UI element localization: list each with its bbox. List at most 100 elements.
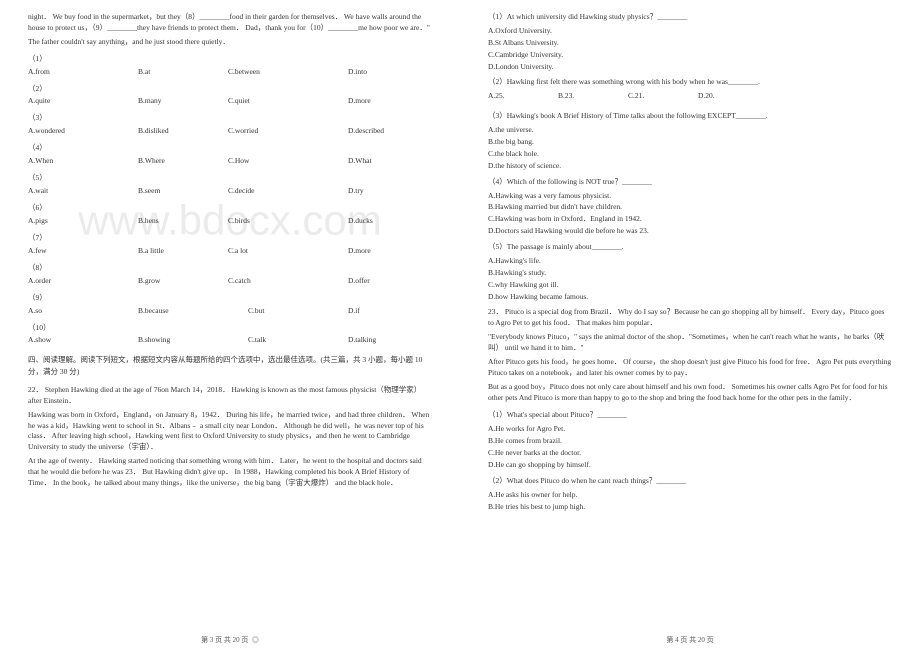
option: D.ducks <box>348 216 373 227</box>
q23-2-opts: A.He asks his owner for help.B.He tries … <box>488 490 892 513</box>
option: A.25. <box>488 91 505 102</box>
option: B.a little <box>138 246 164 257</box>
passage-22: 22． Stephen Hawking died at the age of 7… <box>28 385 432 407</box>
passage-23-p4: But as a good boy，Pituco does not only c… <box>488 382 892 404</box>
option: A.He works for Agro Pet. <box>488 424 892 435</box>
option: D.Doctors said Hawking would die before … <box>488 226 892 237</box>
option: B.grow <box>138 276 160 287</box>
cloze-q-opts: A.quiteB.manyC.quietD.more <box>28 96 432 107</box>
option: A.so <box>28 306 42 317</box>
cloze-q-opts: A.pigs B.hens C.birds D.ducks <box>28 216 432 227</box>
page-left: www.bdocx.com night． We buy food in the … <box>0 0 460 651</box>
option: A.order <box>28 276 51 287</box>
option: C.between <box>228 67 260 78</box>
q22-2-opts: A.25. B.23. C.21. D.20. <box>488 91 892 102</box>
option: A.few <box>28 246 47 257</box>
q23-1: （1）What's special about Pituco？________ <box>488 410 892 421</box>
option: B.showing <box>138 335 170 346</box>
option: D.London University. <box>488 62 892 73</box>
option: B.the big bang. <box>488 137 892 148</box>
option: A.wait <box>28 186 48 197</box>
page-right: （1）At which university did Hawking study… <box>460 0 920 651</box>
option: A.show <box>28 335 51 346</box>
q22-1: （1）At which university did Hawking study… <box>488 12 892 23</box>
cloze-q-num: （3） <box>28 113 432 124</box>
option: B.He comes from brazil. <box>488 436 892 447</box>
option: C.birds <box>228 216 250 227</box>
cloze-q-opts: A.wondered B.disliked C.worried D.described <box>28 126 432 137</box>
option: D.What <box>348 156 372 167</box>
section-4-title: 四、阅读理解。阅读下列短文，根据短文内容从每题所给的四个选项中，选出最佳选项。(… <box>28 354 432 377</box>
option: B.at <box>138 67 150 78</box>
option: B.23. <box>558 91 574 102</box>
passage-22-p3: At the age of twenty． Hawking started no… <box>28 456 432 489</box>
option: A.wondered <box>28 126 65 137</box>
option: D.described <box>348 126 384 137</box>
option: D.more <box>348 246 371 257</box>
q22-2: （2）Hawking first felt there was somethin… <box>488 77 892 88</box>
cloze-q-opts: A.wait B.seem C.decide D.try <box>28 186 432 197</box>
cloze-q-num: （10） <box>28 323 432 334</box>
passage-23-num: 23． <box>488 307 503 316</box>
option: C.Cambridge University. <box>488 50 892 61</box>
cloze-q-num: （9） <box>28 293 432 304</box>
option: C.Hawking was born in Oxford．England in … <box>488 214 892 225</box>
option: C.21. <box>628 91 644 102</box>
option: C.decide <box>228 186 254 197</box>
cloze-q-num: （7） <box>28 233 432 244</box>
cloze-q-opts: A.showB.showingC.talkD.talking <box>28 335 432 346</box>
passage-22-num: 22． <box>28 385 43 394</box>
cloze-q-num: （8） <box>28 263 432 274</box>
option: B.seem <box>138 186 160 197</box>
passage-23-p1: Pituco is a special dog from Brazil． Why… <box>488 307 884 327</box>
option: B.Where <box>138 156 165 167</box>
option: A.the universe. <box>488 125 892 136</box>
option: B.St Albans University. <box>488 38 892 49</box>
option: D.how Hawking became famous. <box>488 292 892 303</box>
cloze-para-2: The father couldn't say anything，and he … <box>28 37 432 48</box>
option: C.but <box>248 306 264 317</box>
option: D.talking <box>348 335 376 346</box>
passage-22-p2: Hawking was born in Oxford，England，on Ja… <box>28 410 432 454</box>
q22-4: （4）Which of the following is NOT true？__… <box>488 177 892 188</box>
passage-23-p2: "Everybody knows Pituco，" says the anima… <box>488 332 892 354</box>
option: D.offer <box>348 276 370 287</box>
option: B.Hawking married but didn't have childr… <box>488 202 892 213</box>
option: A.Hawking was a very famous physicist. <box>488 191 892 202</box>
option: D.20. <box>698 91 715 102</box>
option: C.How <box>228 156 249 167</box>
q22-3-opts: A.the universe.B.the big bang.C.the blac… <box>488 125 892 172</box>
option: A.Hawking's life. <box>488 256 892 267</box>
option: C.a lot <box>228 246 248 257</box>
cloze-q-opts: A.few B.a little C.a lot D.more <box>28 246 432 257</box>
option: B.He tries his best to jump high. <box>488 502 892 513</box>
footer-left: 第 3 页 共 20 页 ◎ <box>0 635 460 645</box>
option: D.try <box>348 186 364 197</box>
q22-3: （3）Hawking's book A Brief History of Tim… <box>488 111 892 122</box>
option: A.from <box>28 67 50 78</box>
option: C.worried <box>228 126 258 137</box>
cloze-q-opts: A.order B.grow C.catch D.offer <box>28 276 432 287</box>
q22-5-opts: A.Hawking's life.B.Hawking's study.C.why… <box>488 256 892 303</box>
option: C.He never barks at the doctor. <box>488 448 892 459</box>
cloze-q-opts: A.soB.becauseC.butD.if <box>28 306 432 317</box>
option: B.many <box>138 96 162 107</box>
option: C.the black hole. <box>488 149 892 160</box>
cloze-para-1: night． We buy food in the supermarket，bu… <box>28 12 432 34</box>
option: A.pigs <box>28 216 48 227</box>
option: B.hens <box>138 216 159 227</box>
cloze-q-num: （5） <box>28 173 432 184</box>
cloze-q-opts: A.fromB.atC.betweenD.into <box>28 67 432 78</box>
option: D.more <box>348 96 371 107</box>
q22-4-opts: A.Hawking was a very famous physicist.B.… <box>488 191 892 238</box>
cloze-q-num: （4） <box>28 143 432 154</box>
option: B.disliked <box>138 126 169 137</box>
option: C.quiet <box>228 96 250 107</box>
option: D.the history of science. <box>488 161 892 172</box>
passage-23: 23． Pituco is a special dog from Brazil．… <box>488 307 892 329</box>
option: B.because <box>138 306 169 317</box>
cloze-q-num: （6） <box>28 203 432 214</box>
option: A.He asks his owner for help. <box>488 490 892 501</box>
option: C.catch <box>228 276 251 287</box>
cloze-q-num: （2） <box>28 84 432 95</box>
